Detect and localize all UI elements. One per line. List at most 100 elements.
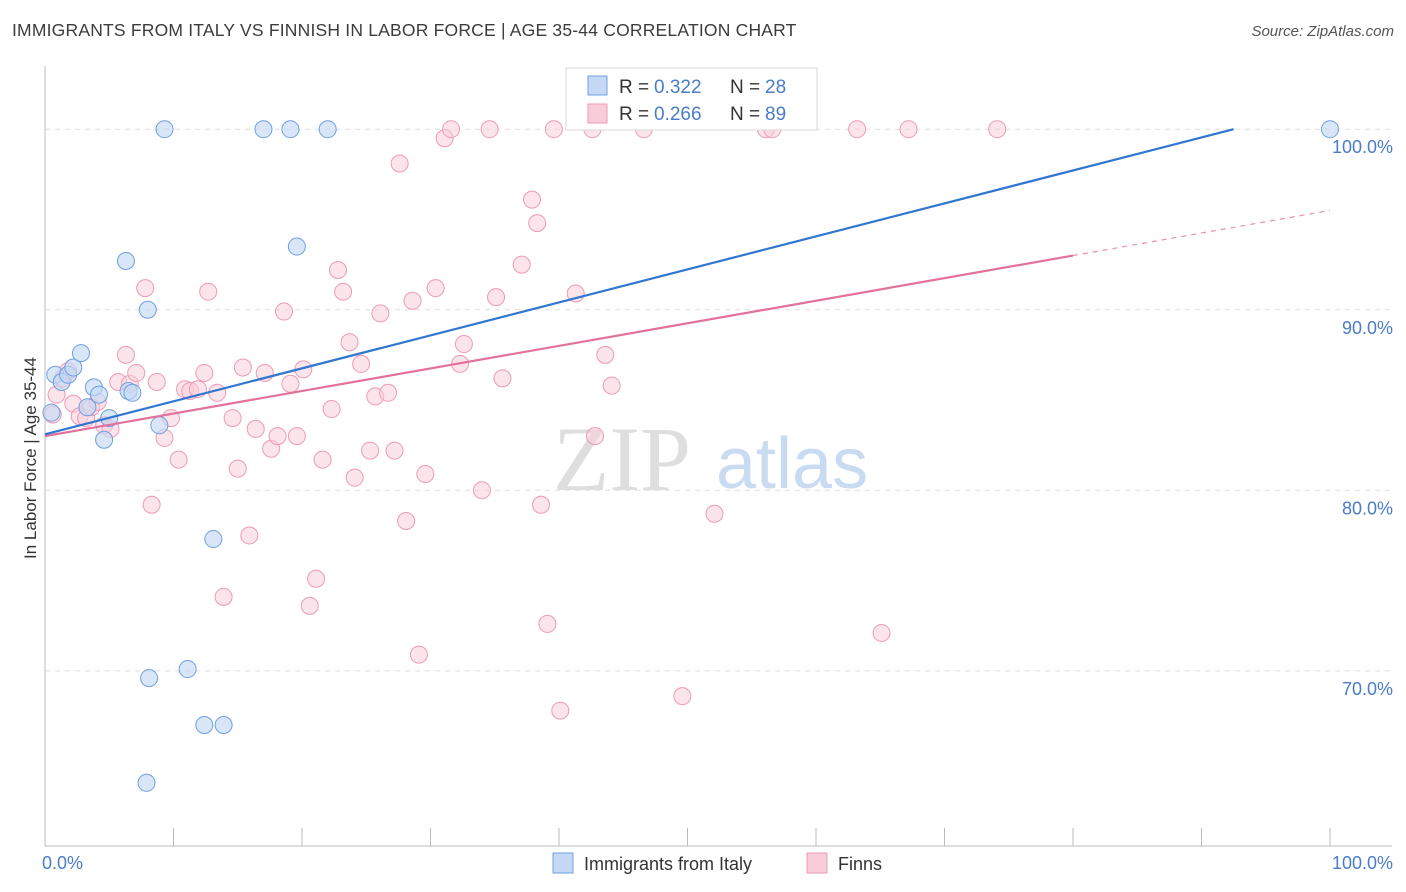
finns-point-86 <box>872 623 891 642</box>
finns-point-77 <box>585 427 604 446</box>
finns-point-66 <box>487 288 506 307</box>
italy-point-11 <box>116 252 135 270</box>
legend-r-label-italy: R = <box>619 77 649 98</box>
finns-point-72 <box>538 614 557 633</box>
italy-point-4 <box>64 358 83 377</box>
finns-point-53 <box>385 441 404 460</box>
finns-point-87 <box>899 120 918 139</box>
italy-point-6 <box>78 398 97 417</box>
italy-point-9 <box>95 430 114 449</box>
chart-title: IMMIGRANTS FROM ITALY VS FINNISH IN LABO… <box>12 20 797 40</box>
legend-swatch-finns <box>587 103 608 124</box>
finns-point-43 <box>322 400 341 419</box>
finns-point-67 <box>493 369 512 388</box>
finns-point-79 <box>602 376 621 395</box>
legend-r-label-finns: R = <box>619 104 649 125</box>
finns-point-48 <box>352 354 371 373</box>
finns-point-71 <box>532 495 551 514</box>
finns-point-78 <box>596 345 615 364</box>
y-tick-label-3: 100.0% <box>1332 137 1393 157</box>
finns-point-26 <box>208 383 227 402</box>
finns-point-64 <box>472 481 491 500</box>
legend-n-value-italy: 28 <box>765 77 786 98</box>
finns-point-37 <box>281 374 300 393</box>
correlation-legend: R = 0.322 N = 28 R = 0.266 N = 89 <box>565 67 818 131</box>
finns-point-63 <box>454 335 473 354</box>
bottom-legend-label-italy: Immigrants from Italy <box>584 854 752 874</box>
finns-point-70 <box>528 214 547 233</box>
italy-point-18 <box>138 300 157 319</box>
legend-n-label-finns: N = <box>730 104 760 125</box>
italy-point-23 <box>254 120 273 139</box>
finns-point-61 <box>442 120 461 139</box>
finns-point-58 <box>416 465 435 484</box>
finns-point-36 <box>275 302 294 321</box>
legend-r-value-finns: 0.266 <box>654 104 702 125</box>
italy-point-13 <box>123 383 142 402</box>
axes <box>44 66 1392 847</box>
finns-points <box>43 120 1007 720</box>
y-tick-labels: 70.0% 80.0% 90.0% 100.0% <box>1332 137 1393 699</box>
finns-point-68 <box>512 255 531 274</box>
finns-trend-extension <box>1072 209 1331 257</box>
finns-point-16 <box>142 495 161 514</box>
italy-point-5 <box>71 344 90 363</box>
y-tick-label-2: 90.0% <box>1342 318 1393 338</box>
finns-point-29 <box>228 459 247 478</box>
finns-point-32 <box>246 419 265 438</box>
italy-point-22 <box>214 716 233 735</box>
finns-point-27 <box>214 587 233 606</box>
finns-point-41 <box>307 569 326 588</box>
finns-point-85 <box>848 120 867 139</box>
italy-point-15 <box>140 669 159 688</box>
finns-point-46 <box>340 333 359 352</box>
finns-point-20 <box>169 450 188 469</box>
finns-point-55 <box>397 512 416 530</box>
finns-point-17 <box>147 372 166 391</box>
y-axis-label: In Labor Force | Age 35-44 <box>21 357 40 559</box>
finns-point-14 <box>127 363 146 382</box>
x-tick-label-0: 0.0% <box>42 853 83 873</box>
x-tick-labels: 0.0% 100.0% <box>42 853 1393 873</box>
finns-point-57 <box>409 645 428 664</box>
watermark: ZIP atlas <box>553 408 868 510</box>
finns-point-69 <box>523 190 542 209</box>
italy-point-25 <box>287 237 306 256</box>
watermark-atlas: atlas <box>716 424 868 504</box>
finns-point-74 <box>551 701 570 720</box>
legend-n-value-finns: 89 <box>765 104 786 125</box>
italy-point-19 <box>178 660 197 679</box>
finns-point-12 <box>116 345 135 364</box>
legend-r-value-italy: 0.322 <box>654 77 702 98</box>
series-legend: Immigrants from Italy Finns <box>552 852 882 874</box>
finns-point-35 <box>268 427 287 446</box>
finns-point-49 <box>361 441 380 460</box>
legend-swatch-italy <box>587 75 608 96</box>
italy-point-0 <box>42 403 61 422</box>
finns-point-54 <box>390 154 409 173</box>
finns-point-40 <box>300 596 319 615</box>
italy-point-27 <box>1321 120 1339 139</box>
italy-point-8 <box>89 385 108 404</box>
source-credit: Source: ZipAtlas.com <box>1251 23 1394 40</box>
finns-point-38 <box>287 427 306 446</box>
finns-point-47 <box>345 468 364 487</box>
italy-point-26 <box>318 120 337 139</box>
finns-point-65 <box>480 120 499 139</box>
legend-box <box>565 67 818 131</box>
finns-point-56 <box>403 291 422 310</box>
italy-point-14 <box>137 773 156 792</box>
italy-point-16 <box>150 416 169 435</box>
bottom-legend-swatch-italy <box>552 852 574 874</box>
watermark-zip: ZIP <box>553 408 691 510</box>
y-tick-label-0: 70.0% <box>1342 679 1393 699</box>
finns-point-31 <box>240 526 259 545</box>
finns-point-52 <box>379 383 398 402</box>
finns-point-24 <box>195 363 214 382</box>
finns-point-44 <box>328 261 347 280</box>
italy-point-20 <box>195 716 214 735</box>
finns-point-82 <box>705 504 724 523</box>
italy-point-24 <box>281 120 300 139</box>
y-tick-label-1: 80.0% <box>1342 498 1393 518</box>
